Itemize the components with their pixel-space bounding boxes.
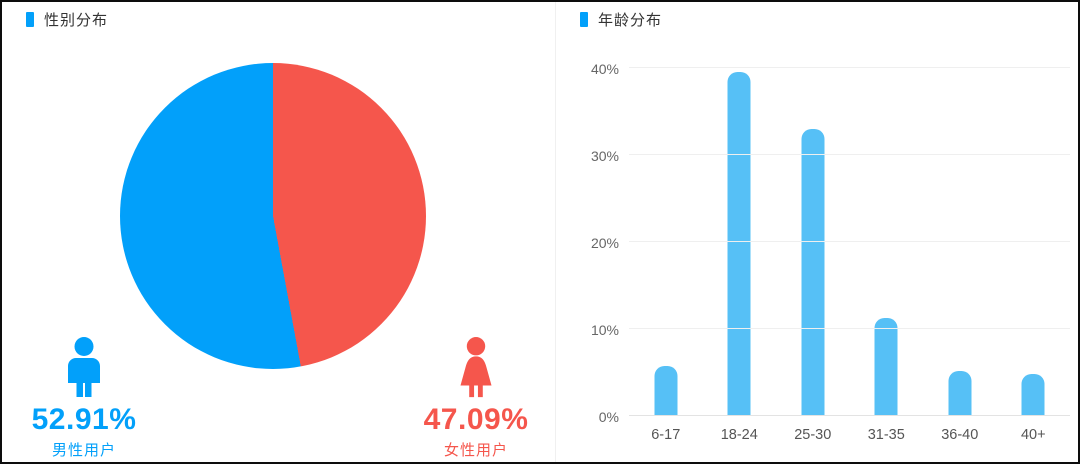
y-axis-tick-label: 40%	[590, 61, 619, 77]
female-user-icon	[460, 337, 492, 398]
x-axis-labels: 6-17 18-24 25-30 31-35 36-40 40+	[629, 427, 1070, 443]
bar-series	[629, 68, 1070, 416]
x-axis-line	[629, 415, 1070, 416]
grid-line	[629, 67, 1070, 68]
grid-line	[629, 241, 1070, 242]
bar-25-30[interactable]	[801, 128, 825, 416]
bar-6-17[interactable]	[654, 365, 678, 416]
bar-slot	[776, 68, 850, 416]
bar-18-24[interactable]	[727, 72, 751, 416]
bar-slot	[997, 68, 1071, 416]
bar-31-35[interactable]	[874, 317, 898, 416]
age-title-text: 年龄分布	[598, 12, 663, 29]
y-axis-tick-label: 20%	[590, 235, 619, 251]
male-percent: 52.91%	[31, 403, 137, 436]
age-panel-title: 年龄分布	[580, 9, 662, 30]
bar-40+[interactable]	[1021, 374, 1045, 416]
x-axis-category-label: 25-30	[794, 427, 832, 443]
x-axis-category-label: 40+	[1020, 427, 1046, 443]
female-percent: 47.09%	[423, 403, 529, 436]
female-label: 女性用户	[443, 442, 508, 459]
gender-pie-chart[interactable]	[120, 63, 426, 369]
gender-title-text: 性别分布	[44, 12, 109, 29]
age-bar-chart: 6-17 18-24 25-30 31-35 36-40 40+ 0% 10% 20% 30% 4…	[591, 61, 1070, 443]
y-axis-tick-label: 0%	[598, 409, 619, 425]
grid-line	[629, 328, 1070, 329]
gender-panel-title: 性别分布	[26, 9, 108, 30]
female-stat-block: 47.09% 女性用户	[414, 337, 538, 460]
age-panel: 年龄分布 6-17 18-24 25-30 31-35 36-40 40+ 0% 10% 20…	[557, 2, 1078, 462]
bar-36-40[interactable]	[948, 370, 972, 416]
bar-slot	[703, 68, 777, 416]
grid-line	[629, 154, 1070, 155]
y-axis-tick-label: 30%	[590, 148, 619, 164]
title-marker-icon	[580, 12, 588, 27]
bar-slot	[923, 68, 997, 416]
x-axis-category-label: 18-24	[720, 427, 758, 443]
male-stat-block: 52.91% 男性用户	[22, 337, 146, 460]
x-axis-category-label: 6-17	[651, 427, 681, 443]
male-user-icon	[68, 337, 100, 397]
y-axis-tick-label: 10%	[590, 322, 619, 338]
gender-panel: 性别分布 52.91% 男性用户 47.09% 女性用户	[2, 2, 556, 462]
x-axis-category-label: 36-40	[941, 427, 979, 443]
bar-slot	[629, 68, 703, 416]
x-axis-category-label: 31-35	[867, 427, 905, 443]
bar-slot	[850, 68, 924, 416]
title-marker-icon	[26, 12, 34, 27]
male-label: 男性用户	[51, 442, 116, 459]
